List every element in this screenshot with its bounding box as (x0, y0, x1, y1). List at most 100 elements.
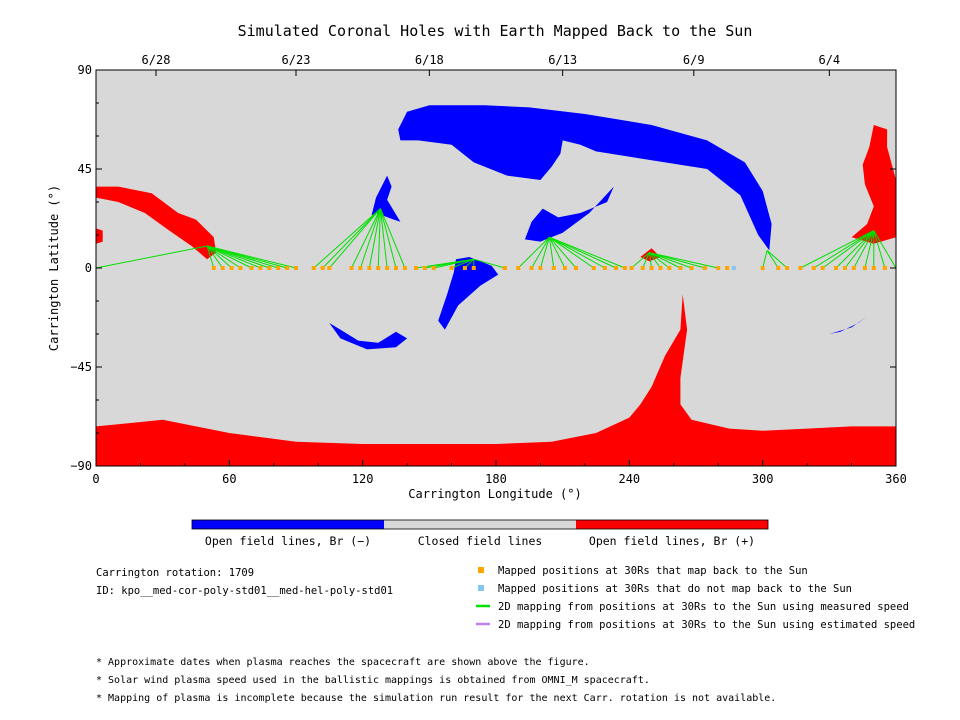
x-tick-label: 180 (485, 472, 507, 486)
mapped-point (516, 266, 521, 270)
mapping-line (206, 245, 224, 269)
mapping-line (873, 230, 886, 269)
mapping-line (451, 258, 474, 269)
y-tick-label: −45 (70, 360, 92, 374)
mapping-line (539, 237, 550, 269)
date-tick-label: 6/4 (818, 53, 840, 67)
mapping-line (844, 230, 875, 269)
mapping-line (766, 250, 788, 269)
coronal-hole-west-edge (96, 228, 103, 244)
mapping-line (206, 245, 232, 269)
mapped-point (678, 266, 683, 270)
mapped-point (267, 266, 272, 270)
note-incomplete: * Mapping of plasma is incomplete becaus… (96, 693, 777, 704)
mapped-point (591, 266, 596, 270)
colorbar-segment (192, 520, 384, 529)
mapped-point (385, 266, 390, 270)
x-axis-label: Carrington Longitude (°) (408, 487, 581, 501)
mapped-point (414, 266, 418, 270)
mapping-line (762, 250, 768, 269)
mapping-line (642, 252, 650, 269)
run-id: ID: kpo__med-cor-poly-std01__med-hel-pol… (96, 585, 394, 597)
colorbar-label: Open field lines, Br (−) (205, 534, 371, 548)
mapped-point (842, 266, 847, 270)
mapping-line (835, 230, 875, 269)
mapping-line (649, 252, 681, 269)
mapping-line (873, 230, 897, 269)
mapped-point (431, 266, 436, 270)
mapped-point (622, 266, 627, 270)
coronal-hole-east-edge (851, 125, 896, 244)
x-tick-label: 0 (92, 472, 99, 486)
mapping-line (433, 258, 474, 269)
mapping-line (549, 236, 626, 269)
mapping-line (822, 230, 875, 269)
mapping-line (548, 237, 555, 269)
mapping-line (549, 236, 606, 269)
unmapped-point (731, 266, 736, 270)
mapped-point (614, 266, 618, 270)
legend: Mapped positions at 30Rs that map back t… (476, 565, 915, 631)
y-tick-label: 45 (78, 162, 92, 176)
mapped-point (725, 266, 730, 270)
legend-label: 2D mapping from positions at 30Rs to the… (498, 619, 915, 631)
mapping-line (206, 245, 215, 269)
mapped-point (649, 266, 654, 270)
mapping-line (649, 252, 670, 269)
mapping-line (368, 208, 381, 269)
mapping-line (351, 208, 381, 269)
coronal-hole-mid-hole (524, 186, 614, 242)
mapped-point (422, 266, 427, 270)
mapping-line (813, 230, 875, 269)
date-tick-label: 6/18 (415, 53, 444, 67)
x-tick-label: 240 (618, 472, 640, 486)
mapping-line (206, 245, 241, 269)
coronal-hole-south-arc (329, 323, 408, 350)
mapping-line (377, 208, 381, 269)
mapped-point (689, 266, 694, 270)
mapped-point (702, 266, 707, 270)
y-tick-label: 90 (78, 63, 92, 77)
colorbar: Open field lines, Br (−) Closed field lin… (191, 519, 769, 548)
mapping-line (322, 208, 381, 269)
coronal-hole-west-arm (96, 186, 216, 260)
mapped-point (862, 266, 867, 270)
mapped-point (462, 266, 467, 270)
mapped-point (449, 266, 454, 270)
date-tick-label: 6/13 (548, 53, 577, 67)
mapped-point (529, 266, 534, 270)
legend-marker (478, 585, 484, 591)
chart-title: Simulated Coronal Holes with Earth Mappe… (238, 22, 753, 40)
mapped-point (851, 266, 856, 270)
coronal-hole-equatorial-hole (438, 257, 499, 330)
coronal-hole-north-polar-extension (398, 105, 772, 251)
mapping-line (517, 236, 550, 269)
mapped-point (502, 266, 507, 270)
mapped-point (349, 266, 354, 270)
mapped-point (538, 266, 543, 270)
mapping-line (649, 252, 719, 269)
mapping-line (359, 208, 381, 269)
mapped-point (551, 266, 556, 270)
mapping-line (379, 208, 406, 269)
mapped-point (562, 266, 567, 270)
mapped-point (311, 266, 316, 270)
mapping-line (631, 252, 650, 269)
mapped-point (327, 266, 332, 270)
mapping-line (766, 250, 779, 269)
mapping-line (473, 258, 506, 269)
colorbar-label: Closed field lines (418, 534, 543, 548)
mapped-point (276, 266, 281, 270)
y-axis-label: Carrington Latitude (°) (47, 185, 61, 351)
colorbar-frame (191, 519, 769, 530)
mapped-point (658, 266, 663, 270)
mapped-point (760, 266, 765, 270)
legend-marker (478, 567, 484, 573)
mapped-point (602, 266, 607, 270)
mapped-point (667, 266, 672, 270)
mapped-point (574, 266, 578, 270)
mapped-point (882, 266, 887, 270)
colorbar-segment (384, 520, 576, 529)
mapped-point (211, 266, 216, 270)
